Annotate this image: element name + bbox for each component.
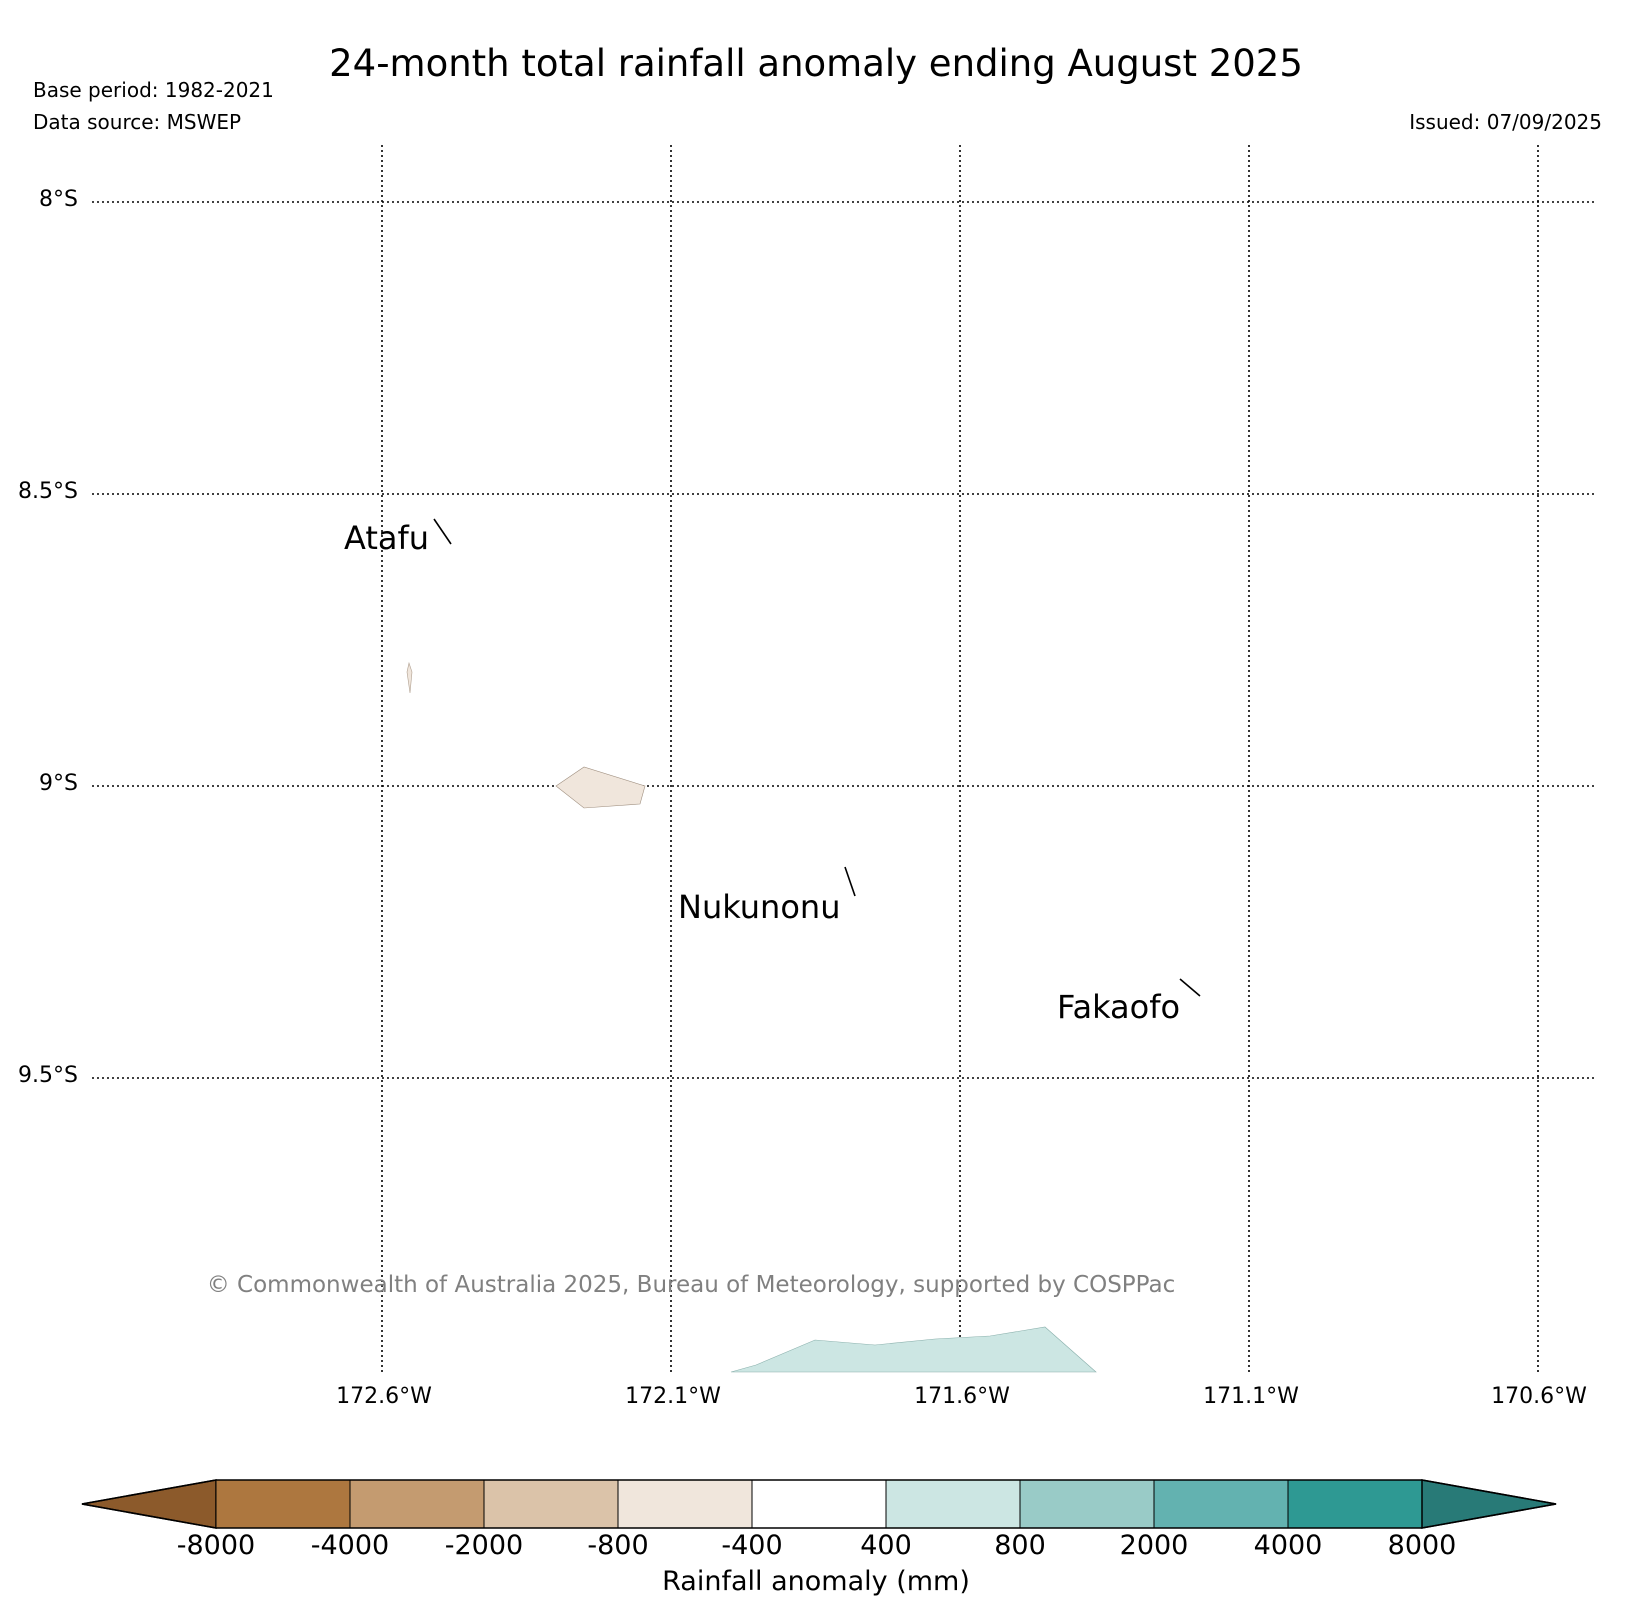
colorbar-swatch [215, 1479, 351, 1529]
colorbar-extend-high [1421, 1479, 1557, 1529]
colorbar-tick-label: 2000 [1119, 1530, 1189, 1561]
colorbar-tick-label: -800 [587, 1530, 649, 1561]
colorbar-tick-label: 4000 [1253, 1530, 1323, 1561]
lon-label-171.6w: 171.6°W [914, 1384, 1010, 1409]
copyright-notice: © Commonwealth of Australia 2025, Bureau… [206, 1272, 1176, 1298]
lat-label-8s: 8°S [39, 187, 78, 212]
lon-label-172.6w: 172.6°W [336, 1384, 432, 1409]
lon-label-170.6w: 170.6°W [1491, 1384, 1587, 1409]
colorbar-label: Rainfall anomaly (mm) [662, 1566, 970, 1597]
nukunonu-atoll-outline [844, 866, 856, 897]
map-title: 24-month total rainfall anomaly ending A… [329, 42, 1303, 85]
fakaofo-atoll-outline [1179, 978, 1201, 997]
colorbar-swatch [1019, 1479, 1155, 1529]
data-source-text: Data source: MSWEP [33, 110, 242, 134]
colorbar-swatch [483, 1479, 619, 1529]
anomaly-patch-dry [555, 766, 646, 809]
colorbar-tick-label: 8000 [1387, 1530, 1457, 1561]
place-label-nukunonu: Nukunonu [678, 888, 841, 926]
colorbar-swatch [617, 1479, 753, 1529]
colorbar-swatch [751, 1479, 887, 1529]
latitude-gridlines [92, 201, 1597, 1079]
colorbar-tick-label: 400 [860, 1530, 912, 1561]
base-period-text: Base period: 1982-2021 [33, 78, 274, 102]
colorbar-tick-label: -2000 [444, 1530, 524, 1561]
colorbar-tick-label: -4000 [310, 1530, 390, 1561]
lon-label-171.1w: 171.1°W [1203, 1384, 1299, 1409]
colorbar-outline [81, 1479, 1557, 1529]
colorbar-swatch [885, 1479, 1021, 1529]
colorbar-swatch [1287, 1479, 1423, 1529]
lat-label-8.5s: 8.5°S [18, 479, 78, 504]
lat-label-9s: 9°S [39, 771, 78, 796]
colorbar-swatch [1153, 1479, 1289, 1529]
anomaly-patch-wet [730, 1326, 1097, 1373]
place-label-atafu: Atafu [344, 519, 430, 557]
colorbar-tick-label: -400 [721, 1530, 783, 1561]
lon-label-172.1w: 172.1°W [625, 1384, 721, 1409]
lat-label-9.5s: 9.5°S [18, 1063, 78, 1088]
colorbar-tick-label: 800 [994, 1530, 1046, 1561]
atafu-atoll-outline [433, 518, 452, 545]
anomaly-patch-small [406, 661, 413, 694]
colorbar-extend-low [81, 1479, 217, 1529]
place-label-fakaofo: Fakaofo [1057, 988, 1181, 1026]
colorbar-tick-label: -8000 [176, 1530, 256, 1561]
colorbar-swatch [349, 1479, 485, 1529]
issued-date-text: Issued: 07/09/2025 [1409, 110, 1602, 134]
